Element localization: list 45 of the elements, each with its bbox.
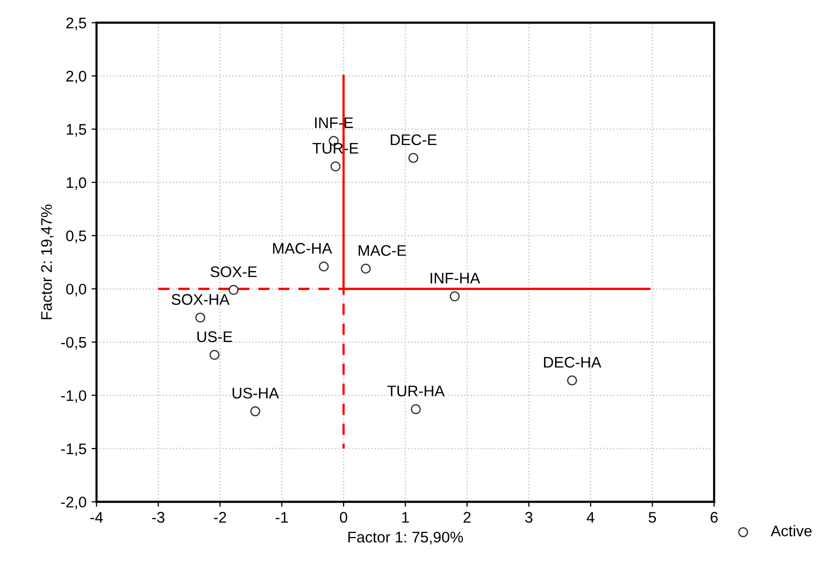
y-tick-label: -0,5 (61, 336, 86, 350)
y-tick-label: 2,5 (66, 18, 86, 30)
annotation: TUR-HA (387, 386, 445, 396)
point (450, 291, 460, 302)
annotation: SOX-E (210, 266, 257, 278)
point (318, 261, 329, 272)
x-tick-label: -3 (152, 512, 164, 523)
point (567, 375, 578, 386)
x-tick-label: 2 (464, 512, 471, 523)
point (360, 264, 371, 274)
point (250, 406, 260, 416)
x-tick-label: 0 (340, 512, 348, 523)
y-tick-label: 1,5 (66, 124, 86, 137)
x-axis-title: Factor 1: 75,90% (348, 532, 463, 544)
x-tick-label: -4 (90, 512, 103, 523)
legend-label: Active (770, 525, 812, 536)
y-tick-label: -1,5 (61, 444, 86, 456)
annotation: US-E (197, 331, 232, 342)
point (228, 284, 239, 295)
x-tick-label: 1 (402, 512, 409, 523)
point (330, 161, 341, 172)
point (209, 350, 220, 360)
point (408, 152, 418, 163)
x-tick-label: -2 (214, 512, 226, 523)
x-tick-label: 5 (648, 512, 656, 523)
annotation: US-HA (232, 388, 279, 399)
y-tick-label: 1,0 (66, 177, 86, 190)
x-tick-label: 6 (710, 512, 718, 523)
y-tick-label: -2,0 (61, 496, 86, 510)
y-tick-label: -1,0 (61, 390, 86, 403)
y-axis-title: Factor 2: 19,47% (41, 204, 54, 320)
annotation: INF-HA (430, 272, 480, 284)
annotation: DEC-HA (544, 356, 602, 368)
annotation: MAC-HA (273, 242, 332, 254)
point (410, 404, 421, 414)
y-tick-label: 0,5 (66, 230, 86, 244)
x-tick-label: -1 (276, 512, 288, 523)
annotation: SOX-HA (172, 294, 230, 305)
y-tick-label: 0,0 (66, 284, 86, 296)
x-tick-label: 4 (586, 512, 594, 523)
x-tick-label: 3 (525, 512, 532, 523)
annotation: DEC-E (390, 134, 436, 146)
y-tick-label: 2,0 (66, 70, 86, 84)
point (195, 312, 206, 323)
annotation: MAC-E (358, 245, 406, 256)
